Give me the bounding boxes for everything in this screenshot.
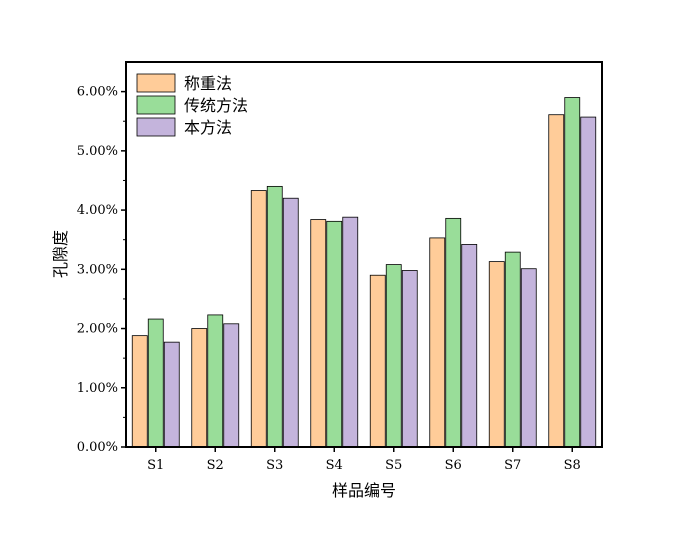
bar-S7-series-3 (520, 268, 537, 448)
x-tick-label-S5: S5 (385, 458, 402, 473)
bar-S8-series-3 (580, 116, 597, 448)
legend-swatch-2 (136, 95, 176, 115)
legend-swatch-1 (136, 73, 176, 93)
x-tick-label-S7: S7 (504, 458, 521, 473)
bar-S5-series-1 (369, 274, 386, 448)
bar-S4-series-1 (310, 219, 327, 448)
y-tick-label: 5.00% (77, 144, 118, 159)
bar-S7-series-1 (488, 261, 505, 448)
x-tick-label-S2: S2 (207, 458, 224, 473)
bar-S1-series-3 (163, 341, 180, 448)
bar-S3-series-3 (282, 197, 299, 448)
bar-S7-series-2 (504, 251, 521, 448)
bar-S1-series-1 (131, 335, 148, 448)
bar-S5-series-3 (401, 270, 418, 448)
bar-S2-series-1 (191, 328, 208, 448)
y-tick-label: 6.00% (77, 85, 118, 100)
legend-label-2: 传统方法 (184, 96, 248, 115)
x-tick-label-S4: S4 (326, 458, 343, 473)
x-tick-label-S8: S8 (564, 458, 581, 473)
bar-S4-series-3 (342, 216, 359, 448)
bar-S6-series-2 (445, 217, 462, 448)
x-tick-label-S1: S1 (147, 458, 164, 473)
x-tick-label-S3: S3 (266, 458, 283, 473)
axes-layer: 0.00% 1.00% 2.00% 3.00% 4.00% 5.00% 6.00% S1 S2 S… (77, 61, 603, 473)
plot-frame (125, 61, 603, 448)
y-tick-label: 0.00% (77, 440, 118, 455)
bar-S6-series-1 (429, 237, 446, 448)
bar-S2-series-2 (207, 314, 224, 448)
bar-S5-series-2 (385, 264, 402, 448)
bar-S8-series-1 (548, 114, 565, 448)
y-axis-title: 孔隙度 (51, 230, 70, 278)
bar-S1-series-2 (147, 318, 164, 448)
y-tick-label: 4.00% (77, 203, 118, 218)
legend-swatch-3 (136, 117, 176, 137)
bar-S2-series-3 (223, 323, 240, 448)
x-axis-title: 样品编号 (332, 481, 396, 500)
legend-label-1: 称重法 (184, 74, 232, 93)
bar-S3-series-1 (250, 190, 267, 448)
y-tick-label: 1.00% (77, 381, 118, 396)
bar-S6-series-3 (461, 244, 478, 448)
bar-S3-series-2 (266, 185, 283, 448)
bar-S8-series-2 (564, 97, 581, 448)
y-tick-label: 3.00% (77, 262, 118, 277)
x-tick-label-S6: S6 (445, 458, 462, 473)
bars-layer (131, 97, 597, 448)
bar-S4-series-2 (326, 220, 343, 448)
legend-label-3: 本方法 (184, 118, 232, 137)
y-tick-label: 2.00% (77, 322, 118, 337)
